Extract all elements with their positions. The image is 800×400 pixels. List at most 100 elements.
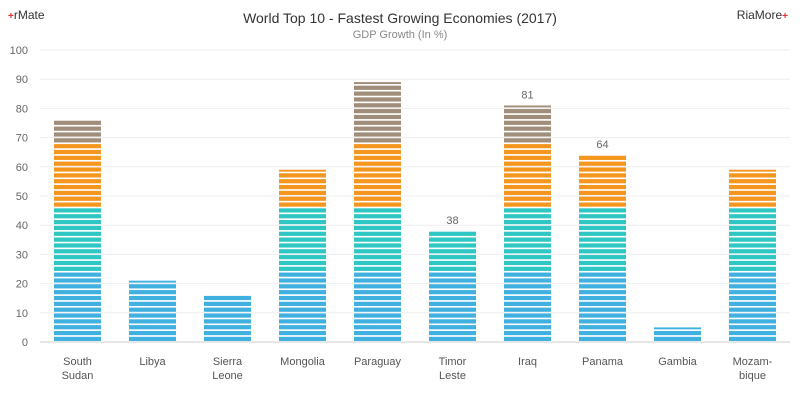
bar-segment [504, 301, 551, 306]
bar [729, 169, 776, 341]
bar-segment [504, 161, 551, 166]
bar-segment [354, 220, 401, 225]
bar-segment [279, 179, 326, 184]
bar-segment [579, 184, 626, 190]
bar-segment [129, 307, 176, 312]
bar-segment [504, 237, 551, 242]
bar-segment [429, 330, 476, 336]
bar-segment [579, 179, 626, 184]
bar-segment [729, 301, 776, 306]
bar-segment [354, 149, 401, 155]
bar-segment [579, 307, 626, 312]
bar-segment [279, 336, 326, 341]
bar-segment [54, 330, 101, 336]
bar-segment [129, 319, 176, 324]
bar-segment [429, 313, 476, 318]
bar-segment [579, 167, 626, 172]
bar-segment [354, 336, 401, 341]
bar-segment [54, 144, 101, 149]
x-tick-label-line: Leste [439, 370, 466, 382]
bar-segment [354, 325, 401, 330]
bar-segment [129, 290, 176, 295]
bar-segment [654, 336, 701, 341]
bar-segment [54, 272, 101, 277]
bar-segment [279, 301, 326, 306]
y-tick-label: 30 [16, 249, 28, 261]
bar-segment [654, 330, 701, 336]
bar-segment [579, 272, 626, 277]
bar-segment [129, 336, 176, 341]
bar-segment [504, 179, 551, 184]
bar-segment [279, 330, 326, 336]
x-tick-label: Iraq [518, 356, 537, 368]
x-tick-label-line: South [63, 356, 92, 368]
riamore-logo-text: RiaMore [736, 8, 783, 22]
bar-segment [204, 336, 251, 341]
bar-segment [279, 173, 326, 178]
bar-segment [729, 169, 776, 172]
bar-segment [504, 155, 551, 160]
bar-segment [279, 266, 326, 271]
x-tick-label-line: Libya [139, 356, 166, 368]
bar-segment [54, 214, 101, 219]
bar-segment [354, 97, 401, 102]
bar-segment [129, 301, 176, 306]
bar-segment [54, 266, 101, 271]
bar-segment [504, 307, 551, 312]
bar-segment [504, 120, 551, 125]
bar-segment [579, 196, 626, 201]
bar-segment [354, 255, 401, 260]
bar-segment [504, 249, 551, 254]
bar-segment [54, 208, 101, 213]
bar-segment [429, 307, 476, 312]
bar-segment [354, 114, 401, 120]
bar-segment [279, 184, 326, 190]
bar-segment [429, 319, 476, 324]
bar-segment [729, 202, 776, 207]
bar-segment [279, 272, 326, 277]
bar-segment [579, 295, 626, 301]
bar-segment [354, 225, 401, 231]
bar-segment [354, 173, 401, 178]
bar-segment [579, 155, 626, 160]
bar-segment [54, 231, 101, 236]
x-tick-label-line: Mozam- [733, 356, 773, 368]
bar-segment [729, 278, 776, 283]
bar-segment [354, 295, 401, 301]
bar-segment [579, 255, 626, 260]
bar-segment [354, 138, 401, 143]
bar-segment [54, 313, 101, 318]
bar-segment [204, 319, 251, 324]
bar-segment [579, 319, 626, 324]
bar-segment [279, 231, 326, 236]
bar-segment [579, 330, 626, 336]
bar-segment [504, 336, 551, 341]
bar-segment [54, 155, 101, 160]
bar-segment [504, 105, 551, 108]
bar-segment [279, 243, 326, 248]
bar-segment [504, 255, 551, 260]
bar-segment [729, 272, 776, 277]
bar-segment [54, 243, 101, 248]
bar-segment [579, 237, 626, 242]
bar-segment [279, 325, 326, 330]
bar [54, 120, 101, 341]
bar-segment [54, 132, 101, 137]
bar-segment [504, 260, 551, 266]
bar-segment [579, 214, 626, 219]
bar-segment [429, 237, 476, 242]
bar-segment [54, 202, 101, 207]
y-tick-label: 0 [22, 337, 28, 349]
bar-segment [279, 255, 326, 260]
bar-segment [429, 249, 476, 254]
bar-segment [504, 225, 551, 231]
bar-segment [579, 325, 626, 330]
bar-segment [279, 284, 326, 289]
bar-segment [354, 85, 401, 90]
bar-segment [354, 167, 401, 172]
x-tick-label-line: Gambia [658, 356, 697, 368]
bar-segment [54, 325, 101, 330]
bar [354, 82, 401, 341]
x-tick-label-line: Iraq [518, 356, 537, 368]
bar-segment [429, 231, 476, 236]
